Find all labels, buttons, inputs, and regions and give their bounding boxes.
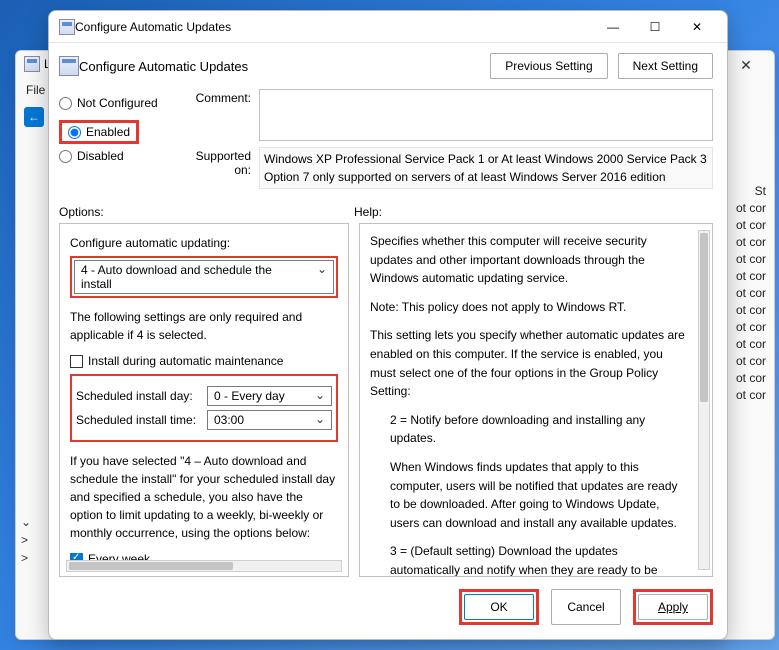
bg-tree-toggle[interactable]: ⌄ xyxy=(21,515,31,529)
policy-name: Configure Automatic Updates xyxy=(79,59,490,74)
options-note-2: If you have selected "4 – Auto download … xyxy=(70,452,338,542)
radio-enabled[interactable]: Enabled xyxy=(68,125,130,139)
bg-row: ot cor xyxy=(736,269,766,283)
dialog-footer: OK Cancel Apply xyxy=(49,577,727,639)
options-note-1: The following settings are only required… xyxy=(70,308,338,344)
cancel-button[interactable]: Cancel xyxy=(551,589,621,625)
apply-button[interactable]: Apply xyxy=(638,594,708,620)
checkbox-unchecked-icon[interactable] xyxy=(70,355,83,368)
options-panel: Configure automatic updating: 4 - Auto d… xyxy=(59,223,349,577)
help-p: Specifies whether this computer will rec… xyxy=(370,232,688,288)
radio-label: Not Configured xyxy=(77,96,158,110)
bg-col-header: St xyxy=(736,184,766,198)
maximize-button[interactable]: ☐ xyxy=(641,20,669,34)
radio-label: Enabled xyxy=(86,125,130,139)
help-panel: Specifies whether this computer will rec… xyxy=(359,223,713,577)
bg-row: ot cor xyxy=(736,252,766,266)
help-label: Help: xyxy=(354,205,713,219)
comment-label: Comment: xyxy=(179,89,259,141)
bg-tree-toggle[interactable]: > xyxy=(21,533,31,547)
bg-list: St ot cor ot cor ot cor ot cor ot cor ot… xyxy=(736,181,766,405)
help-p: 3 = (Default setting) Download the updat… xyxy=(390,542,688,577)
install-day-label: Scheduled install day: xyxy=(76,389,201,403)
next-setting-button[interactable]: Next Setting xyxy=(618,53,713,79)
bg-row: ot cor xyxy=(736,354,766,368)
radio-disabled[interactable]: Disabled xyxy=(59,149,169,163)
help-p: Note: This policy does not apply to Wind… xyxy=(370,298,688,317)
help-p: 2 = Notify before downloading and instal… xyxy=(390,411,688,448)
bg-row: ot cor xyxy=(736,201,766,215)
bg-row: ot cor xyxy=(736,388,766,402)
install-maintenance-checkbox[interactable]: Install during automatic maintenance xyxy=(70,354,338,368)
close-button[interactable]: ✕ xyxy=(683,20,711,34)
bg-row: ot cor xyxy=(736,320,766,334)
bg-row: ot cor xyxy=(736,371,766,385)
install-time-select[interactable]: 03:00 xyxy=(207,410,332,430)
header-row: Configure Automatic Updates Previous Set… xyxy=(49,43,727,89)
bg-row: ot cor xyxy=(736,286,766,300)
bg-row: ot cor xyxy=(736,337,766,351)
options-label: Options: xyxy=(59,205,354,219)
supported-text: Windows XP Professional Service Pack 1 o… xyxy=(259,147,713,189)
bg-icon xyxy=(24,56,40,72)
titlebar-title: Configure Automatic Updates xyxy=(75,20,599,34)
ok-button[interactable]: OK xyxy=(464,594,534,620)
bg-close-icon[interactable]: ✕ xyxy=(726,57,766,74)
install-day-select[interactable]: 0 - Every day xyxy=(207,386,332,406)
comment-textarea[interactable] xyxy=(259,89,713,141)
radio-label: Disabled xyxy=(77,149,124,163)
checkbox-label: Install during automatic maintenance xyxy=(88,354,283,368)
radio-enabled-input[interactable] xyxy=(68,126,81,139)
previous-setting-button[interactable]: Previous Setting xyxy=(490,53,607,79)
help-p: When Windows finds updates that apply to… xyxy=(390,458,688,532)
state-column: Not Configured Enabled Disabled xyxy=(59,89,169,195)
supported-label: Supported on: xyxy=(179,147,259,189)
help-scrollbar-v[interactable] xyxy=(698,230,710,570)
bg-row: ot cor xyxy=(736,218,766,232)
policy-dialog: Configure Automatic Updates — ☐ ✕ Config… xyxy=(48,10,728,640)
configure-label: Configure automatic updating: xyxy=(70,236,338,250)
radio-not-configured[interactable]: Not Configured xyxy=(59,96,169,110)
header-policy-icon xyxy=(59,56,79,76)
bg-row: ot cor xyxy=(736,235,766,249)
radio-disabled-input[interactable] xyxy=(59,150,72,163)
help-p: This setting lets you specify whether au… xyxy=(370,326,688,400)
radio-not-configured-input[interactable] xyxy=(59,97,72,110)
bg-tree-toggle[interactable]: > xyxy=(21,551,31,565)
options-scrollbar-h[interactable] xyxy=(66,560,342,572)
configure-select[interactable]: 4 - Auto download and schedule the insta… xyxy=(74,260,334,294)
minimize-button[interactable]: — xyxy=(599,20,627,34)
titlebar-policy-icon xyxy=(59,19,75,35)
titlebar: Configure Automatic Updates — ☐ ✕ xyxy=(49,11,727,43)
bg-row: ot cor xyxy=(736,303,766,317)
bg-back-icon[interactable]: ← xyxy=(24,107,44,127)
install-time-label: Scheduled install time: xyxy=(76,413,201,427)
schedule-fields: Scheduled install day: 0 - Every day Sch… xyxy=(70,374,338,442)
bg-tree: ⌄ > > xyxy=(21,511,31,569)
